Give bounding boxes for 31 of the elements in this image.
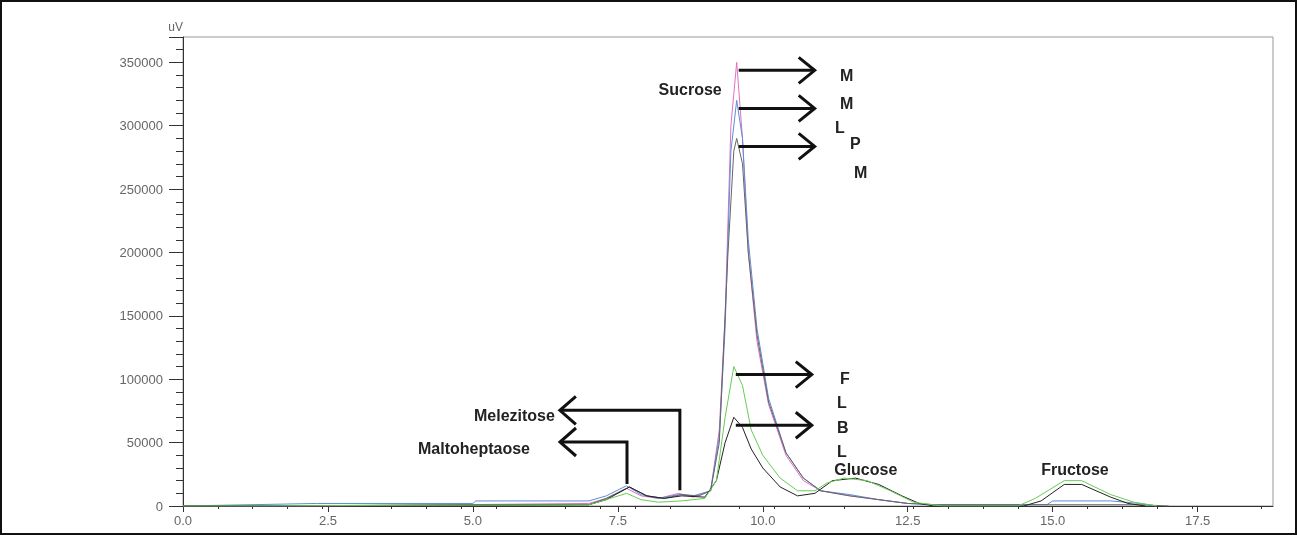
y-tick-label: 100000 (119, 371, 163, 387)
x-tick-label: 7.5 (608, 513, 627, 528)
y-tick-label: 350000 (119, 54, 163, 70)
annotation: P (850, 134, 861, 152)
x-tick-label: 10.0 (750, 513, 776, 528)
annotation: B (837, 418, 849, 436)
x-tick-label: 17.5 (1184, 513, 1211, 528)
annotation: M (840, 94, 854, 112)
annotation: Sucrose (658, 80, 722, 98)
annotation: Maltoheptaose (417, 439, 531, 457)
y-tick-label: 300000 (119, 118, 163, 134)
annotation: L (837, 442, 847, 460)
annotation: F (840, 369, 850, 387)
annotation: L (837, 393, 847, 411)
annotation: Fructose (1041, 461, 1109, 479)
x-tick-label: 12.5 (895, 513, 921, 528)
annotation: M (854, 163, 868, 181)
x-tick-label: 2.5 (318, 513, 337, 528)
annotation: M (840, 66, 854, 84)
x-tick-label: 5.0 (463, 513, 482, 528)
y-tick-label: 150000 (119, 308, 163, 324)
y-tick-label: 50000 (126, 435, 163, 451)
y-tick-label: 250000 (119, 181, 163, 197)
annotation: Glucose (834, 460, 898, 478)
x-tick-label: 0.0 (173, 513, 193, 528)
x-tick-label: 15.0 (1040, 513, 1066, 528)
y-tick-label: 200000 (119, 244, 163, 260)
annotation: L (835, 118, 845, 136)
annotation: Melezitose (473, 406, 555, 424)
y-tick-label: 0 (155, 498, 163, 514)
y-axis-title: uV (168, 20, 183, 34)
